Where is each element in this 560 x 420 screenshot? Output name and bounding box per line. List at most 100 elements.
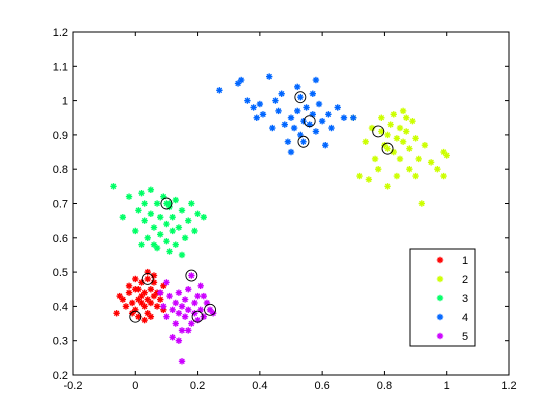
data-point [197,282,204,290]
data-point [157,231,164,238]
data-point [141,217,148,224]
legend-marker [436,332,444,340]
data-point [290,124,298,132]
data-point [266,73,273,80]
data-point [216,87,223,94]
data-point [421,141,429,149]
data-point [340,114,348,121]
data-point [294,83,301,91]
legend-marker [436,294,444,302]
data-point [116,292,123,300]
data-point [418,200,425,207]
data-point [200,292,207,300]
data-point [281,121,288,128]
legend-label: 1 [462,255,468,267]
data-point [135,207,142,214]
data-point [178,327,186,334]
y-tick-label: 0.5 [53,267,68,279]
x-tick-label: 0.8 [377,380,392,392]
data-point [188,200,195,207]
data-point [384,145,391,152]
y-tick-label: 1.1 [53,61,68,73]
data-point [368,124,376,132]
data-point [356,172,363,180]
legend: 1 2 3 4 5 [409,248,476,347]
highlight-circle [303,115,316,128]
legend-entry-5: 5 [436,331,468,343]
data-point [384,131,391,139]
data-point [365,176,373,183]
x-tick-label: 0.6 [314,380,329,392]
data-point [163,279,170,286]
data-point [157,214,164,221]
data-point [393,172,401,180]
data-point [125,282,133,290]
data-point [237,76,245,84]
data-point [409,117,416,125]
data-point [440,172,447,180]
highlighted-points [129,91,394,323]
data-point [350,114,357,121]
data-point [169,227,176,235]
data-point [194,210,201,217]
data-point [128,299,136,307]
series-5 [157,272,217,365]
data-point [256,100,264,108]
data-point [172,299,179,307]
legend-label: 3 [462,293,468,305]
data-point [138,241,145,248]
data-point [387,121,394,128]
x-tick-label: -0.2 [64,380,83,392]
data-point [181,296,189,303]
data-point [443,152,450,159]
data-point [259,111,267,118]
data-point [284,138,292,145]
data-point [396,124,404,132]
legend-label: 4 [462,312,468,324]
data-point [166,248,173,255]
data-point [406,166,413,173]
data-point [175,224,183,231]
data-point [181,313,189,320]
data-point [125,193,133,200]
data-point [371,155,379,163]
data-point [178,358,186,365]
data-point [132,227,139,235]
data-point [412,135,419,142]
y-tick-label: 0.2 [53,370,68,382]
legend-entry-4: 4 [436,312,468,324]
data-point [169,214,176,221]
data-point [362,138,369,145]
data-point [147,210,155,217]
data-point [334,104,341,111]
data-point [328,124,335,132]
highlight-circle [141,273,154,285]
legend-marker [436,256,444,264]
data-point [150,241,158,248]
data-point [157,296,164,303]
data-point [163,238,170,245]
data-point [403,114,410,121]
highlight-circle [297,135,310,148]
data-point [178,207,186,214]
data-point [147,186,155,193]
data-point [297,93,304,101]
data-point [194,292,201,300]
data-point [300,138,307,145]
data-point [375,166,382,173]
legend-marker [436,313,444,321]
data-point [163,220,170,228]
data-point [325,111,332,118]
y-tick-label: 0.7 [53,199,68,211]
legend-entry-3: 3 [436,293,468,305]
data-point [122,303,130,310]
data-point [147,313,155,320]
data-point [110,183,117,190]
y-tick-label: 0.9 [53,130,68,142]
series-4 [216,73,357,156]
y-tick-label: 0.3 [53,336,68,348]
legend-entry-2: 2 [436,274,468,286]
data-point [393,135,401,142]
data-point [434,166,441,173]
